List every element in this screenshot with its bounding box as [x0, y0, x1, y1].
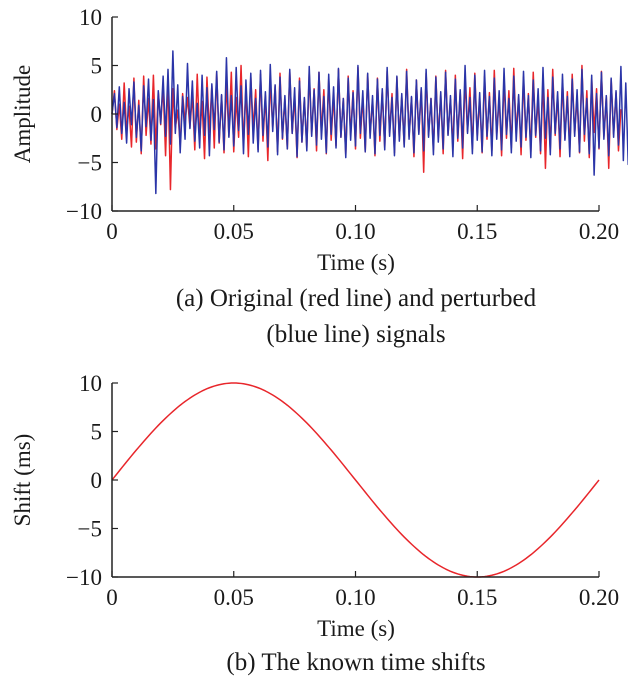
panel-a-xtick-label: 0.15 [457, 219, 497, 244]
panel-a-caption-line1: (a) Original (red line) and perturbed [176, 285, 537, 312]
panel-a-ytick-label: −5 [78, 151, 102, 176]
panel-a-xlabel: Time (s) [317, 250, 395, 275]
panel-b-xtick-label: 0.20 [579, 585, 619, 610]
panel-b-xlabel: Time (s) [317, 616, 395, 641]
panel-a-ytick-label: 10 [79, 5, 102, 30]
panel-a-series-perturbed [111, 50, 628, 195]
panel-a-caption-line2: (blue line) signals [266, 321, 445, 348]
panel-b-ytick-label: −10 [66, 565, 102, 590]
panel-a-xtick-label: 0.10 [335, 219, 375, 244]
panel-a-xtick-label: 0.20 [579, 219, 619, 244]
panel-a: 0 0.05 0.10 0.15 0.20 −10 −5 0 5 10 Amplitude Tim… [10, 5, 628, 348]
panel-b-ylabel: Shift (ms) [10, 434, 35, 527]
panel-a-ticks: 0 0.05 0.10 0.15 0.20 −10 −5 0 5 10 [66, 5, 619, 244]
panel-b-ytick-label: −5 [78, 517, 102, 542]
panel-b-caption: (b) The known time shifts [226, 649, 485, 676]
panel-b-ytick-label: 10 [79, 371, 102, 396]
panel-a-ytick-label: 0 [91, 102, 103, 127]
panel-b-series-time-shift [111, 382, 600, 578]
panel-b-xtick-label: 0.05 [214, 585, 254, 610]
panel-b-xtick-label: 0.15 [457, 585, 497, 610]
panel-b-ytick-label: 0 [91, 468, 103, 493]
panel-b: 0 0.05 0.10 0.15 0.20 −10 −5 0 5 10 Shift (ms) Ti… [10, 371, 619, 676]
panel-b-plot [111, 382, 600, 578]
panel-b-ytick-label: 5 [91, 420, 103, 445]
panel-b-ticks: 0 0.05 0.10 0.15 0.20 −10 −5 0 5 10 [66, 371, 619, 610]
panel-a-ytick-label: −10 [66, 199, 102, 224]
panel-a-ylabel: Amplitude [10, 65, 35, 163]
panel-a-plot [111, 50, 628, 195]
panel-a-xtick-label: 0.05 [214, 219, 254, 244]
panel-a-ytick-label: 5 [91, 54, 103, 79]
panel-b-xtick-label: 0.10 [335, 585, 375, 610]
panel-a-xtick-label: 0 [106, 219, 118, 244]
panel-b-xtick-label: 0 [106, 585, 118, 610]
